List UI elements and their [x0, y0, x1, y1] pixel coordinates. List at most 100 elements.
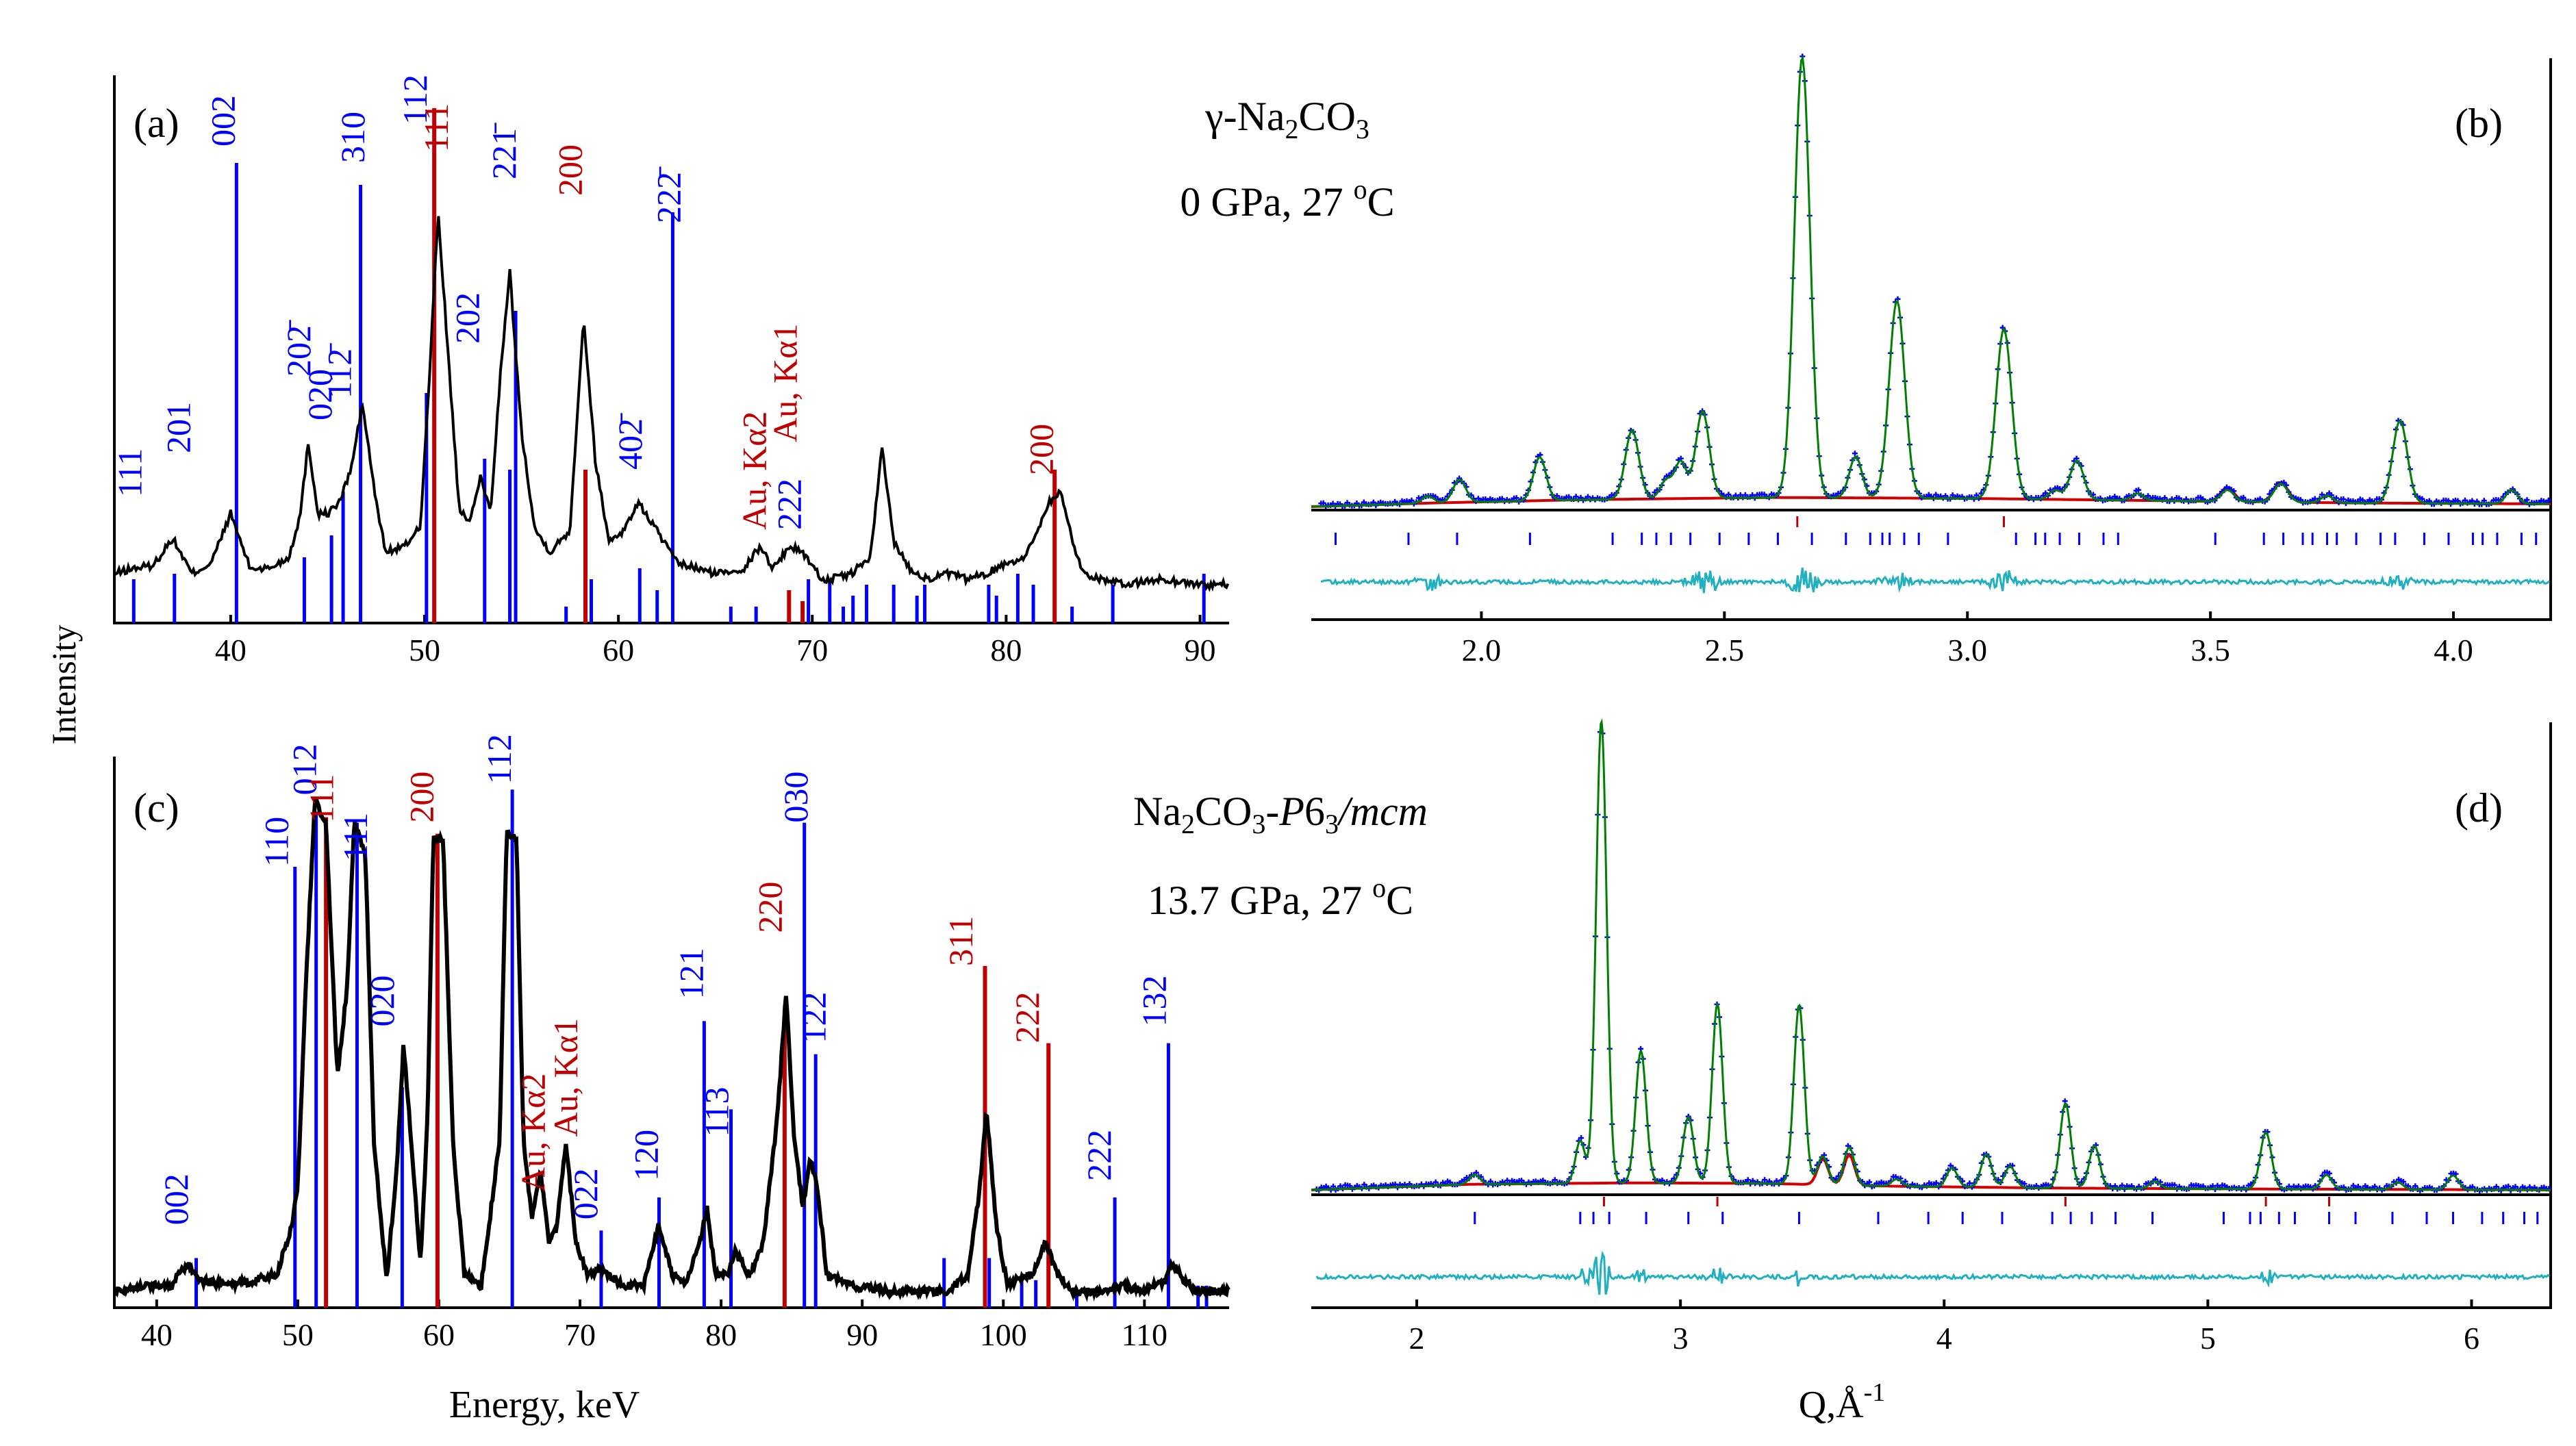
x-tick-label: 40 [141, 1317, 173, 1352]
x-tick-label: 80 [990, 633, 1022, 668]
phase-hex-sub2: 3 [1252, 809, 1265, 839]
panel-d-marks: 2 3 4 5 6 [1311, 718, 2552, 1356]
phase-hex-sg-a: P [1278, 789, 1304, 834]
hkl-label: 402̄ [611, 413, 649, 470]
hkl-label: 311 [942, 916, 980, 966]
hkl-label: 201 [159, 402, 197, 453]
phase-hex-sg-sub: 3 [1325, 809, 1339, 839]
panel-b-marks: 2.0 2.5 3.0 3.5 4.0 [1311, 53, 2551, 668]
hkl-label: 020 [301, 369, 339, 420]
panel-d-axes [1311, 722, 2552, 1309]
phase-gamma-sub2: 3 [1356, 114, 1369, 144]
x-tick-label: 50 [409, 633, 440, 668]
hkl-label: 020 [363, 976, 401, 1027]
hkl-label: 222 [1008, 992, 1046, 1043]
hkl-label: 002 [204, 95, 242, 147]
hkl-label: 112 [480, 734, 518, 784]
phase-conditions-gamma: 0 GPa, 27 oC [1180, 174, 1394, 225]
hkl-label: 111 [417, 103, 455, 152]
panel-c-marks: 40 50 60 70 80 90 100 1100021100121111110202001… [113, 734, 1230, 1352]
x-tick-label: 80 [705, 1317, 737, 1352]
panel-b-axes [1311, 58, 2552, 621]
hkl-label: Au, Kα1 [766, 324, 805, 442]
panel-a-label: (a) [134, 101, 179, 146]
panel-b-label: (b) [2455, 101, 2503, 146]
x-axis-label-energy: Energy, keV [449, 1384, 640, 1426]
y-axis-label: Intensity [45, 625, 83, 745]
hkl-label: 200 [403, 772, 441, 823]
hkl-label: 121 [672, 948, 710, 999]
deg-hex: o [1372, 872, 1386, 903]
x-tick-label: 3.0 [1947, 633, 1987, 668]
hkl-label: 112̄ [320, 343, 358, 398]
observed-points [1318, 53, 2551, 509]
hkl-label: 202 [448, 292, 486, 344]
x-tick-label: 60 [423, 1317, 455, 1352]
x-tick-label: 90 [846, 1317, 878, 1352]
hkl-label: 002 [157, 1174, 195, 1225]
hkl-label: 132 [1135, 976, 1173, 1027]
hkl-label: 222 [770, 479, 808, 530]
hkl-label: 120 [627, 1130, 665, 1181]
hkl-label: 122 [795, 992, 833, 1043]
phase-hex-sg-b: 6 [1304, 789, 1325, 834]
hkl-label: 202̄ [279, 320, 318, 377]
phase-hex-sub1: 2 [1181, 809, 1195, 839]
x-tick-label: 70 [564, 1317, 596, 1352]
hkl-label: 200 [1022, 424, 1060, 475]
phase-hex-mid: CO [1195, 789, 1252, 834]
panel-b: (b) [1311, 58, 2552, 621]
x-tick-label: 100 [980, 1317, 1027, 1352]
x-tick-label: 4.0 [2434, 633, 2473, 668]
q-label-prefix: Q,Å [1799, 1384, 1864, 1426]
q-label-exp: -1 [1864, 1378, 1886, 1407]
x-tick-label: 2.0 [1462, 633, 1502, 668]
x-tick-label: 6 [2464, 1321, 2479, 1356]
hkl-label: 221̄ [485, 123, 523, 179]
x-tick-label: 2.5 [1705, 633, 1745, 668]
x-tick-label: 3.5 [2190, 633, 2230, 668]
phase-title-gamma: γ-Na2CO3 [1204, 94, 1369, 144]
hkl-label: 222̄ [650, 166, 688, 223]
phase-hex-dash: - [1265, 789, 1279, 834]
phase-gamma-mid: CO [1299, 94, 1356, 139]
x-tick-label: 4 [1936, 1321, 1952, 1356]
phase-hex-sg-c: /mcm [1337, 789, 1428, 834]
x-tick-label: 3 [1673, 1321, 1689, 1356]
phase-hex-prefix: Na [1133, 789, 1181, 834]
x-tick-label: 40 [215, 633, 247, 668]
x-tick-label: 90 [1185, 633, 1216, 668]
x-axis-label-q: Q,Å-1 [1799, 1378, 1886, 1426]
phase-gamma-sub1: 2 [1285, 114, 1299, 144]
observed-points [1313, 729, 2552, 1193]
phase-gamma-prefix: γ-Na [1204, 94, 1285, 139]
panel-c-axes [113, 757, 1229, 1309]
panel-d-label: (d) [2455, 785, 2503, 830]
x-tick-label: 2 [1409, 1321, 1425, 1356]
hkl-label: Au, Kα1 [546, 1018, 585, 1137]
hkl-label: 200 [551, 144, 589, 196]
unit-gamma: C [1367, 179, 1395, 225]
hkl-label: 111 [336, 813, 375, 861]
panel-c-label: (c) [134, 785, 179, 830]
difference-curve [1315, 1250, 2551, 1295]
hkl-label: 111 [302, 774, 340, 822]
hkl-label: 022 [566, 1168, 605, 1219]
hkl-label: 111 [111, 448, 149, 497]
panel-a-axes [113, 75, 1229, 624]
conditions-gamma: 0 GPa, 27 [1180, 179, 1353, 225]
conditions-hex: 13.7 GPa, 27 [1148, 878, 1372, 923]
calculated-profile [1311, 718, 2551, 1191]
panel-a-marks: 40 50 60 70 80 90111201002202̄020112̄31011211… [111, 75, 1230, 668]
hkl-label: 030 [776, 772, 815, 823]
measured-profile [113, 216, 1230, 592]
hkl-label: 310 [333, 112, 372, 163]
x-tick-label: 5 [2200, 1321, 2216, 1356]
hkl-label: 110 [257, 817, 295, 867]
hkl-label: Au, Kα2 [514, 1074, 553, 1192]
unit-hex: C [1386, 878, 1413, 923]
x-tick-label: 50 [282, 1317, 314, 1352]
difference-curve [1320, 567, 2551, 594]
x-tick-label: 70 [796, 633, 828, 668]
panel-c: (c) Na2CO3-P63/mcm 13.7 GPa, 27 oC Energ… [113, 757, 1428, 1426]
